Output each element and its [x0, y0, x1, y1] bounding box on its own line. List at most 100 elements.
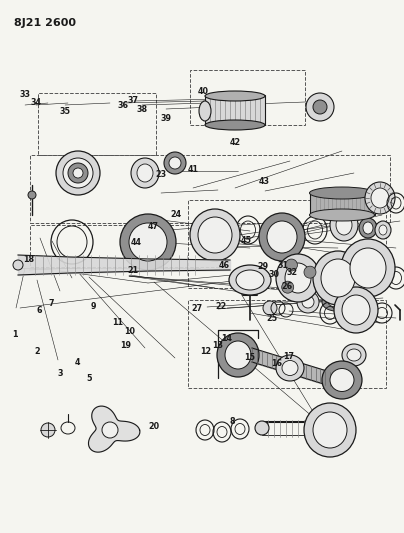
Text: 15: 15	[244, 353, 255, 361]
Ellipse shape	[282, 360, 298, 376]
Ellipse shape	[365, 182, 395, 214]
Bar	[30, 225, 225, 267]
Text: 36: 36	[118, 101, 129, 110]
Text: 34: 34	[30, 98, 41, 107]
Text: 14: 14	[221, 335, 233, 343]
Bar	[188, 300, 386, 388]
Bar	[38, 93, 156, 155]
Text: 10: 10	[124, 327, 135, 336]
Ellipse shape	[236, 270, 264, 290]
Circle shape	[282, 281, 294, 293]
Circle shape	[28, 191, 36, 199]
Ellipse shape	[330, 209, 358, 241]
Circle shape	[102, 422, 118, 438]
Text: 4: 4	[75, 358, 80, 367]
Text: 8J21 2600: 8J21 2600	[14, 18, 76, 28]
Text: 2: 2	[34, 348, 40, 356]
Ellipse shape	[120, 214, 176, 270]
Ellipse shape	[309, 187, 375, 199]
Ellipse shape	[217, 333, 259, 377]
Ellipse shape	[205, 91, 265, 101]
Text: 20: 20	[149, 422, 160, 431]
Bar	[310, 193, 375, 215]
Text: 43: 43	[259, 177, 270, 185]
Text: 31: 31	[277, 261, 288, 270]
Text: 7: 7	[49, 300, 55, 308]
Bar	[205, 95, 265, 125]
Text: 9: 9	[90, 302, 96, 311]
Text: 5: 5	[86, 374, 92, 383]
Circle shape	[304, 266, 316, 278]
Text: 30: 30	[268, 270, 280, 279]
Ellipse shape	[347, 349, 361, 361]
Text: 45: 45	[241, 237, 252, 245]
Ellipse shape	[359, 218, 377, 238]
Ellipse shape	[164, 152, 186, 174]
Text: 37: 37	[128, 96, 139, 104]
Ellipse shape	[322, 293, 350, 311]
Text: 46: 46	[219, 261, 230, 270]
Text: 39: 39	[160, 114, 171, 123]
Text: 12: 12	[200, 348, 212, 356]
Ellipse shape	[342, 295, 370, 325]
Ellipse shape	[225, 341, 251, 369]
Ellipse shape	[342, 344, 366, 366]
Text: 1: 1	[13, 330, 18, 339]
Ellipse shape	[276, 254, 320, 302]
Ellipse shape	[379, 225, 387, 235]
Text: 8: 8	[229, 417, 235, 425]
Ellipse shape	[68, 163, 88, 183]
Text: 21: 21	[127, 266, 138, 275]
Polygon shape	[88, 406, 140, 452]
Text: 26: 26	[281, 282, 292, 291]
Circle shape	[313, 100, 327, 114]
Ellipse shape	[169, 157, 181, 169]
Text: 47: 47	[147, 222, 158, 231]
Bar	[190, 70, 305, 125]
Ellipse shape	[350, 248, 386, 288]
Circle shape	[286, 259, 297, 271]
Ellipse shape	[330, 368, 354, 392]
Ellipse shape	[267, 221, 297, 253]
Text: 44: 44	[131, 238, 142, 247]
Ellipse shape	[304, 403, 356, 457]
Text: 33: 33	[19, 91, 31, 99]
Ellipse shape	[63, 158, 93, 188]
Text: 22: 22	[216, 302, 227, 311]
Text: 41: 41	[187, 165, 199, 174]
Ellipse shape	[363, 222, 373, 234]
Ellipse shape	[131, 158, 159, 188]
Ellipse shape	[321, 259, 355, 297]
Text: 17: 17	[283, 352, 295, 360]
Circle shape	[306, 93, 334, 121]
Text: 19: 19	[120, 341, 131, 350]
Ellipse shape	[322, 361, 362, 399]
Text: 3: 3	[57, 369, 63, 377]
Ellipse shape	[336, 215, 352, 235]
Text: 27: 27	[191, 304, 203, 312]
Ellipse shape	[190, 209, 240, 261]
Ellipse shape	[285, 263, 311, 293]
Ellipse shape	[205, 120, 265, 130]
Circle shape	[263, 301, 277, 315]
Ellipse shape	[129, 223, 167, 261]
Ellipse shape	[302, 296, 314, 308]
Ellipse shape	[56, 151, 100, 195]
Bar	[30, 155, 390, 223]
Ellipse shape	[328, 297, 344, 307]
Ellipse shape	[137, 164, 153, 182]
Text: 38: 38	[137, 105, 148, 114]
Text: 24: 24	[170, 210, 182, 219]
Ellipse shape	[198, 217, 232, 253]
Text: 6: 6	[37, 306, 42, 314]
Ellipse shape	[229, 265, 271, 295]
Ellipse shape	[334, 287, 378, 333]
Text: 11: 11	[112, 318, 123, 327]
Text: 18: 18	[23, 255, 35, 264]
Text: 42: 42	[229, 139, 241, 147]
Ellipse shape	[297, 291, 319, 313]
Ellipse shape	[255, 421, 269, 435]
Text: 29: 29	[257, 262, 268, 271]
Ellipse shape	[313, 412, 347, 448]
Ellipse shape	[199, 101, 211, 121]
